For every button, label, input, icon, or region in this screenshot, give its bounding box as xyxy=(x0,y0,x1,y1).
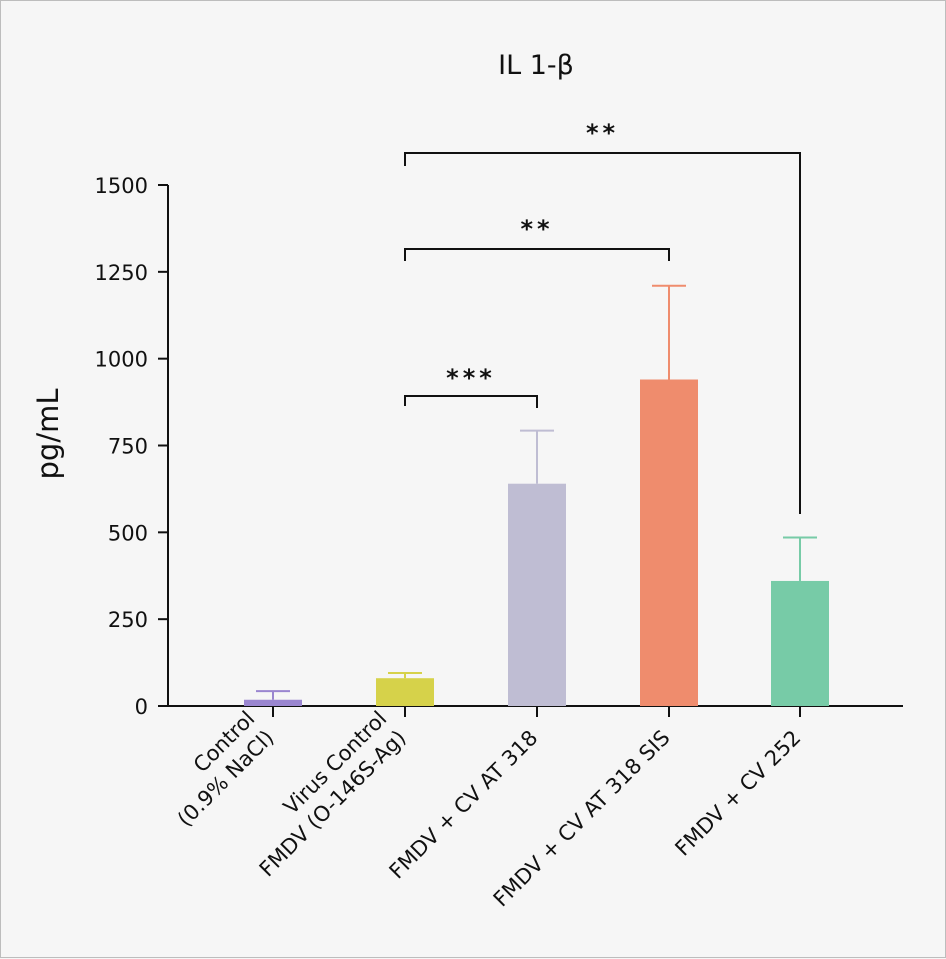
bar xyxy=(771,580,829,706)
x-tick-label: Control(0.9% NaCl) xyxy=(173,706,279,831)
y-tick-label: 0 xyxy=(135,695,148,719)
bar xyxy=(244,699,302,706)
significance-bracket xyxy=(404,152,801,514)
significance-bracket xyxy=(404,395,538,408)
chart-title: IL 1-β xyxy=(498,50,574,81)
y-tick-label: 750 xyxy=(108,435,148,459)
bar xyxy=(640,379,698,706)
x-tick-label-line: FMDV + CV 252 xyxy=(670,726,805,861)
y-tick-label: 1250 xyxy=(95,261,148,285)
significance-label: *** xyxy=(446,364,496,392)
x-tick-label-line: FMDV + CV AT 318 xyxy=(385,726,543,884)
bar xyxy=(508,483,566,706)
y-axis-label: pg/mL xyxy=(31,389,65,480)
error-bars xyxy=(256,284,817,700)
y-tick-label: 500 xyxy=(108,521,148,545)
bar xyxy=(376,678,434,706)
significance-label: ** xyxy=(520,215,553,243)
y-tick-label: 250 xyxy=(108,608,148,632)
significance-label: ** xyxy=(586,119,619,147)
significance-brackets: ******* xyxy=(404,119,801,514)
y-tick-label: 1500 xyxy=(95,174,148,198)
y-tick-label: 1000 xyxy=(95,348,148,372)
significance-bracket xyxy=(404,248,670,261)
x-tick-label: FMDV + CV 252 xyxy=(670,726,805,861)
bars xyxy=(244,379,829,706)
x-tick-label: FMDV + CV AT 318 xyxy=(385,726,543,884)
